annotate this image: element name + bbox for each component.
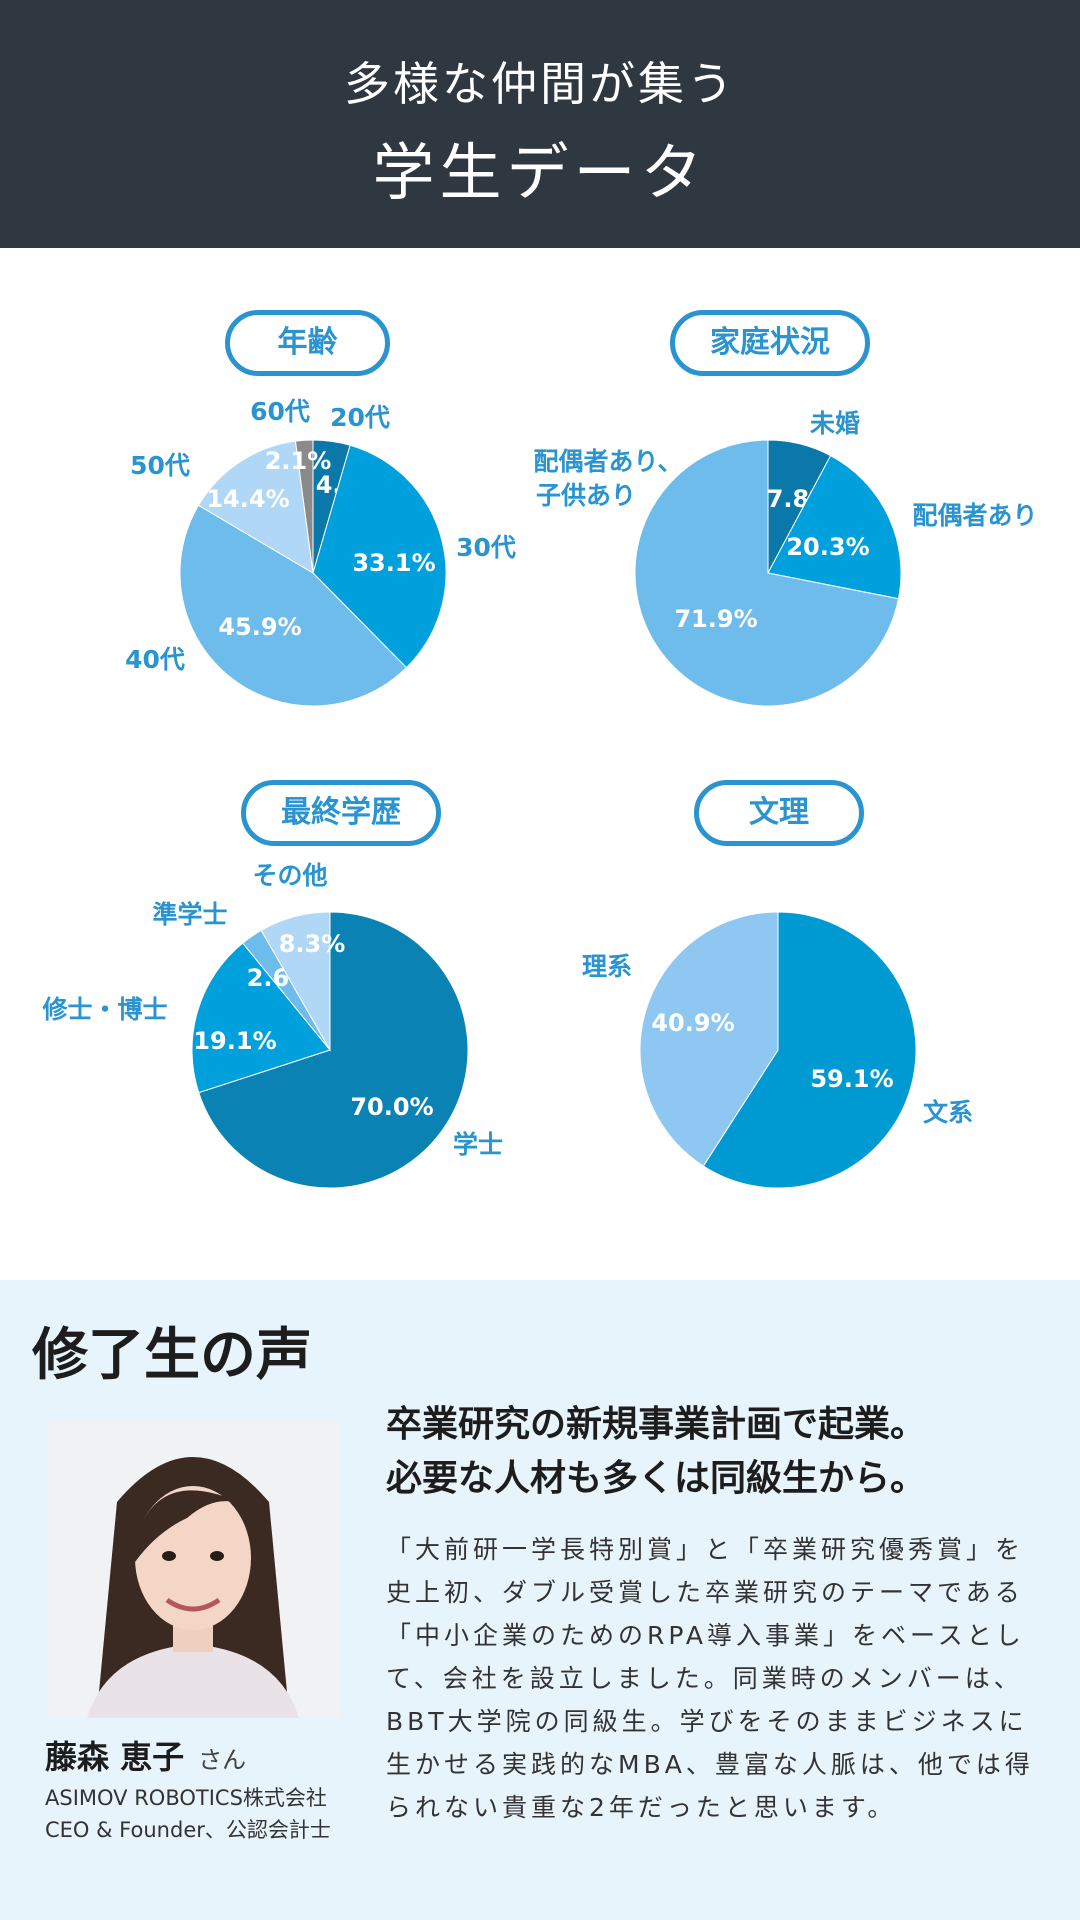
pie-slice-2-3 xyxy=(260,911,331,1052)
alumni-voice-section: 修了生の声 藤森 恵子 さん ASIMOV ROBOTICS株式会社 CEO & … xyxy=(0,1280,1080,1920)
pie-value-label-2-3: 8.3% xyxy=(279,930,346,958)
pie-category-label-3-0: 文系 xyxy=(923,1098,973,1127)
pie-category-label-1-2-b: 子供あり xyxy=(536,481,636,510)
pie-slice-0-1 xyxy=(312,444,447,669)
voice-headline: 卒業研究の新規事業計画で起業。 必要な人材も多くは同級生から。 xyxy=(386,1398,1046,1506)
voice-body: 「大前研一学長特別賞」と「卒業研究優秀賞」を史上初、ダブル受賞した卒業研究のテー… xyxy=(386,1535,1034,1822)
pie-category-label-2-3: その他 xyxy=(252,861,327,890)
pie-category-label-3-1: 理系 xyxy=(582,952,632,981)
chart-title-major: 文理 xyxy=(694,780,864,846)
chart-title-family: 家庭状況 xyxy=(670,310,870,376)
pie-value-label-2-1: 19.1% xyxy=(193,1027,276,1055)
student-data-charts: 4.5%33.1%45.9%14.4%2.1%20代30代40代50代60代7.… xyxy=(0,248,1080,1280)
alumni-name-text: 藤森 恵子 xyxy=(45,1738,185,1776)
pie-slice-0-4 xyxy=(294,439,314,574)
pie-slice-3-1 xyxy=(639,911,779,1167)
charts-canvas: 4.5%33.1%45.9%14.4%2.1%20代30代40代50代60代7.… xyxy=(41,397,1038,1189)
pie-slice-2-0 xyxy=(198,911,469,1189)
pie-category-label-2-2: 準学士 xyxy=(152,900,227,929)
page-header: 多様な仲間が集う 学生データ xyxy=(0,0,1080,248)
header-subtitle: 多様な仲間が集う xyxy=(344,57,736,111)
pie-category-label-0-2: 40代 xyxy=(125,645,185,674)
headline-line-2: 必要な人材も多くは同級生から。 xyxy=(386,1458,927,1499)
chart-title-age: 年齢 xyxy=(225,310,390,376)
pie-slice-0-2 xyxy=(179,504,408,707)
pie-value-label-0-3: 14.4% xyxy=(206,485,289,513)
voice-section-title: 修了生の声 xyxy=(32,1323,312,1388)
pie-value-label-0-4: 2.1% xyxy=(265,447,332,475)
alumni-honorific: さん xyxy=(198,1746,247,1774)
alumni-name: 藤森 恵子 さん xyxy=(45,1732,246,1778)
chart-title-education: 最終学歴 xyxy=(241,780,441,846)
pie-value-label-3-1: 40.9% xyxy=(651,1009,734,1037)
pie-slice-1-2 xyxy=(634,439,900,707)
pie-slice-2-1 xyxy=(191,942,331,1094)
alumni-photo xyxy=(47,1422,339,1718)
pie-value-label-3-0: 59.1% xyxy=(810,1065,893,1093)
pie-category-label-1-0: 未婚 xyxy=(810,409,860,438)
portrait-illustration xyxy=(47,1422,339,1718)
pie-category-label-1-1: 配偶者あり xyxy=(912,501,1037,530)
pie-slice-3-0 xyxy=(702,911,917,1189)
pie-category-label-2-0: 学士 xyxy=(453,1130,503,1159)
pie-value-label-0-1: 33.1% xyxy=(352,549,435,577)
pie-category-label-0-3: 50代 xyxy=(130,451,190,480)
pie-value-label-0-2: 45.9% xyxy=(218,613,301,641)
pie-category-label-2-1: 修士・博士 xyxy=(41,995,167,1024)
headline-line-1: 卒業研究の新規事業計画で起業。 xyxy=(386,1404,927,1445)
pie-category-label-0-1: 30代 xyxy=(456,533,516,562)
pie-slice-1-1 xyxy=(767,454,902,600)
pie-value-label-2-0: 70.0% xyxy=(350,1093,433,1121)
pie-category-label-0-0: 20代 xyxy=(330,403,390,432)
pie-slice-0-3 xyxy=(197,440,314,574)
pie-category-label-0-4: 60代 xyxy=(250,397,310,426)
pie-value-label-1-1: 20.3% xyxy=(786,533,869,561)
alumni-position: ASIMOV ROBOTICS株式会社 CEO & Founder、公認会計士 xyxy=(45,1786,331,1842)
pie-category-label-1-2: 配偶者あり、 xyxy=(533,447,682,476)
pie-value-label-1-2: 71.9% xyxy=(674,605,757,633)
header-title: 学生データ xyxy=(372,136,708,209)
